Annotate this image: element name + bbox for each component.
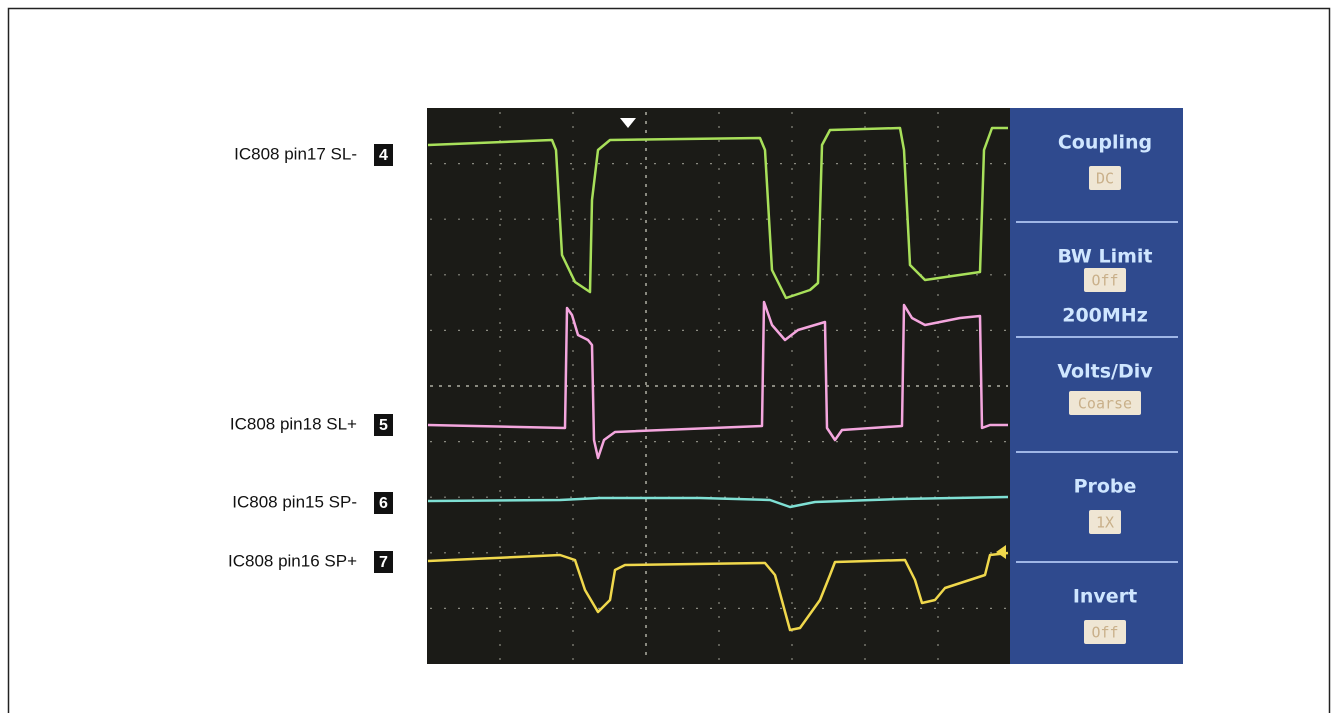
menu-title: BW Limit xyxy=(1057,246,1152,268)
channel-label: IC808 pin17 SL- xyxy=(234,144,357,163)
menu-value-box xyxy=(1089,510,1121,534)
badge-number: 6 xyxy=(379,495,388,512)
channel-label: IC808 pin16 SP+ xyxy=(228,551,357,570)
badge-box xyxy=(374,414,393,436)
menu-extra: 200MHz xyxy=(1062,305,1148,327)
trigger-marker xyxy=(620,118,636,128)
trace-sp-plus xyxy=(427,551,1009,632)
menu-title: Probe xyxy=(1074,476,1137,498)
trace-sp-minus xyxy=(427,495,1009,509)
channel-label: IC808 pin18 SL+ xyxy=(230,414,357,433)
menu-panel xyxy=(1010,108,1183,664)
menu-value: Off xyxy=(1091,272,1118,290)
menu-value: 1X xyxy=(1096,514,1114,532)
level-marker xyxy=(996,545,1006,559)
trace-sl-plus xyxy=(427,300,1008,460)
scope-menu: Coupling DC BW Limit Off 200MHz Volts/Div Coar… xyxy=(1016,132,1178,644)
menu-value: Off xyxy=(1091,624,1118,642)
menu-value: Coarse xyxy=(1078,395,1132,413)
menu-value-box xyxy=(1084,268,1126,292)
channel-labels: IC808 pin17 SL- 4 IC808 pin18 SL+ 5 IC808 pi… xyxy=(228,144,393,573)
badge-box xyxy=(374,492,393,514)
menu-value: DC xyxy=(1096,170,1114,188)
menu-value-box xyxy=(1084,620,1126,644)
channel-label: IC808 pin15 SP- xyxy=(232,492,357,511)
menu-title: Volts/Div xyxy=(1057,361,1153,383)
badge-number: 4 xyxy=(379,147,388,164)
menu-title: Invert xyxy=(1073,586,1137,608)
trace-sl-minus xyxy=(427,126,1008,300)
badge-number: 7 xyxy=(379,554,388,571)
menu-value-box xyxy=(1089,166,1121,190)
grid xyxy=(430,112,1008,660)
menu-value-box xyxy=(1069,391,1141,415)
badge-number: 5 xyxy=(379,417,388,434)
menu-title: Coupling xyxy=(1058,132,1152,154)
badge-box xyxy=(374,144,393,166)
frame xyxy=(7,7,1331,713)
badge-box xyxy=(374,551,393,573)
